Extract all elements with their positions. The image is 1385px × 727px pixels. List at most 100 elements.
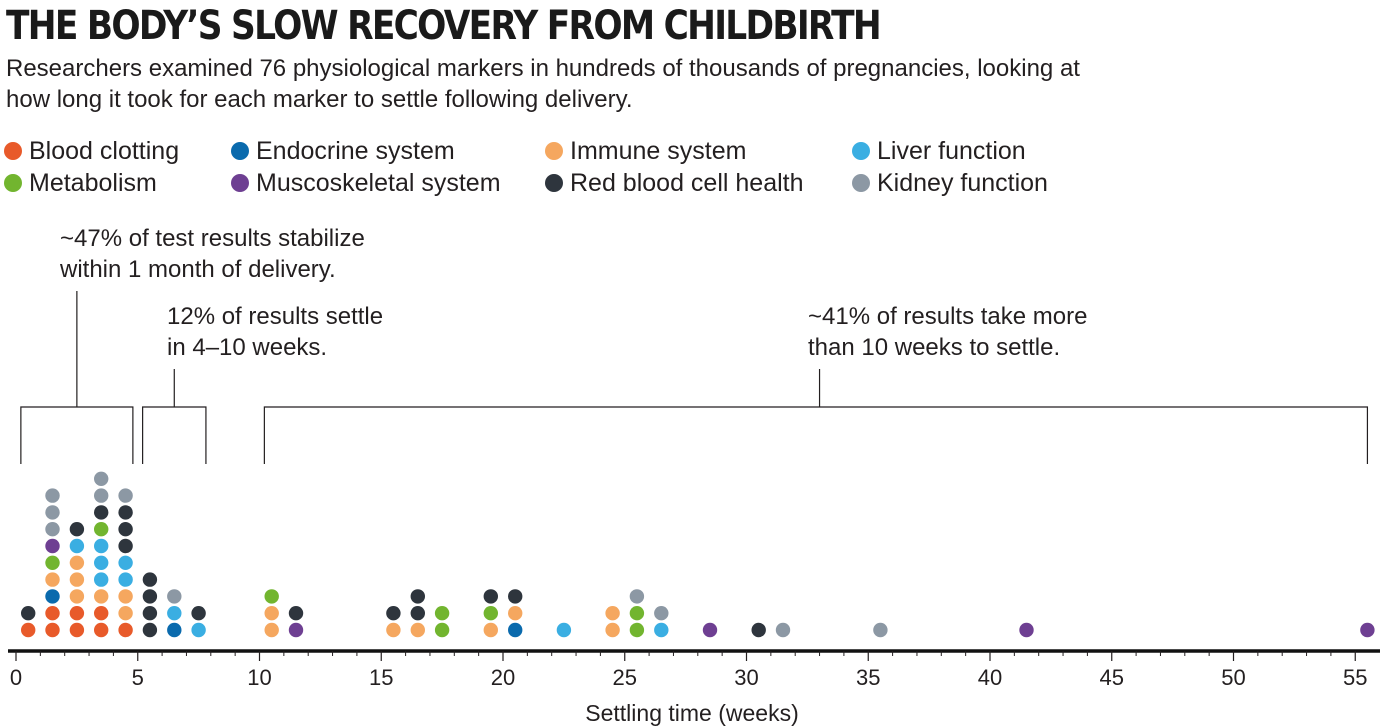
data-point-immune <box>386 622 401 638</box>
chart-area: ~47% of test results stabilize within 1 m… <box>0 200 1385 727</box>
data-point-immune <box>45 572 60 587</box>
data-point-immune <box>508 606 523 621</box>
data-point-liver <box>94 538 109 554</box>
data-point-kidney <box>45 522 60 537</box>
annotation-line: within 1 month of delivery. <box>59 256 336 283</box>
data-point-rbc <box>751 622 766 638</box>
x-tick-label: 0 <box>10 665 22 690</box>
legend-label: Muscoskeletal system <box>256 169 501 197</box>
data-point-endo <box>508 622 523 638</box>
annotation-bracket-1 <box>20 291 134 464</box>
data-point-kidney <box>94 471 109 486</box>
data-point-liver <box>118 572 133 587</box>
legend: Blood clotting Endocrine system Immune sys… <box>0 136 1385 202</box>
data-point-immune <box>605 622 620 638</box>
data-point-rbc <box>142 589 158 604</box>
data-point-immune <box>69 572 85 587</box>
data-point-liver <box>191 622 206 638</box>
data-point-endo <box>167 622 182 638</box>
data-point-blood <box>69 606 85 621</box>
legend-label: Liver function <box>877 137 1026 165</box>
data-point-immune <box>410 622 425 638</box>
annotation-text-3: ~41% of results take more than 10 weeks t… <box>808 303 1087 361</box>
data-point-immune <box>69 589 85 604</box>
data-point-immune <box>69 555 85 570</box>
data-point-musc <box>1019 622 1034 638</box>
data-point-rbc <box>410 589 425 604</box>
data-point-metab <box>629 606 645 621</box>
data-point-immune <box>264 606 279 621</box>
data-point-blood <box>94 622 109 638</box>
data-point-metab <box>264 589 279 604</box>
legend-label: Blood clotting <box>29 137 180 165</box>
legend-swatch <box>545 142 563 160</box>
x-tick-label: 50 <box>1221 665 1245 690</box>
legend-swatch <box>4 142 22 160</box>
data-point-metab <box>94 522 109 537</box>
legend-swatch <box>4 174 22 192</box>
legend-item-rbc: Red blood cell health <box>545 168 804 198</box>
data-point-rbc <box>94 505 109 520</box>
x-tick-label: 5 <box>132 665 144 690</box>
data-point-metab <box>45 555 60 570</box>
data-point-metab <box>483 606 498 621</box>
data-point-musc <box>45 538 60 554</box>
annotation-text-1: ~47% of test results stabilize within 1 m… <box>59 225 365 283</box>
annotation-bracket-2 <box>142 369 207 464</box>
data-point-kidney <box>45 488 60 503</box>
x-tick-label: 25 <box>613 665 637 690</box>
data-point-liver <box>69 538 85 554</box>
data-point-liver <box>167 606 182 621</box>
data-point-immune <box>264 622 279 638</box>
legend-swatch <box>231 174 249 192</box>
dot-plot: ~47% of test results stabilize within 1 m… <box>8 225 1380 726</box>
data-point-musc <box>288 622 304 638</box>
data-point-immune <box>94 589 109 604</box>
legend-item-immune: Immune system <box>545 136 746 166</box>
legend-item-metab: Metabolism <box>4 168 157 198</box>
legend-item-kidney: Kidney function <box>852 168 1048 198</box>
x-tick-label: 30 <box>734 665 758 690</box>
x-tick-label: 20 <box>491 665 515 690</box>
data-point-liver <box>556 622 572 638</box>
data-point-musc <box>1360 622 1375 638</box>
data-point-rbc <box>69 522 85 537</box>
chart-subtitle: Researchers examined 76 physiological ma… <box>6 55 1080 113</box>
data-point-immune <box>483 622 498 638</box>
x-tick-label: 45 <box>1100 665 1124 690</box>
annotation-line: 12% of results settle <box>167 303 383 330</box>
legend-item-blood: Blood clotting <box>4 136 179 166</box>
data-point-liver <box>94 572 109 587</box>
data-point-liver <box>654 622 669 638</box>
legend-label: Endocrine system <box>256 137 455 165</box>
data-point-rbc <box>508 589 523 604</box>
data-point-rbc <box>386 606 401 621</box>
chart-title: THE BODY’S SLOW RECOVERY FROM CHILDBIRTH <box>6 3 882 49</box>
x-axis-title: Settling time (weeks) <box>585 700 798 726</box>
legend-swatch <box>852 174 870 192</box>
annotation-bracket-3 <box>263 369 1369 464</box>
data-point-endo <box>45 589 60 604</box>
data-point-kidney <box>167 589 182 604</box>
annotation-line: ~41% of results take more <box>808 303 1087 330</box>
data-point-blood <box>118 622 133 638</box>
data-point-liver <box>94 555 109 570</box>
x-tick-label: 10 <box>247 665 271 690</box>
data-point-rbc <box>410 606 425 621</box>
data-point-kidney <box>94 488 109 503</box>
data-point-blood <box>45 606 60 621</box>
data-point-rbc <box>118 505 133 520</box>
legend-label: Kidney function <box>877 169 1048 197</box>
data-point-immune <box>605 606 620 621</box>
legend-swatch <box>852 142 870 160</box>
annotation-line: in 4–10 weeks. <box>167 334 327 361</box>
data-point-rbc <box>288 606 304 621</box>
data-point-liver <box>118 555 133 570</box>
data-point-blood <box>45 622 60 638</box>
data-point-rbc <box>142 622 158 638</box>
data-point-kidney <box>775 622 791 638</box>
data-point-blood <box>21 622 36 638</box>
data-point-immune <box>118 589 133 604</box>
data-point-rbc <box>118 538 133 554</box>
annotation-line: than 10 weeks to settle. <box>808 334 1060 361</box>
